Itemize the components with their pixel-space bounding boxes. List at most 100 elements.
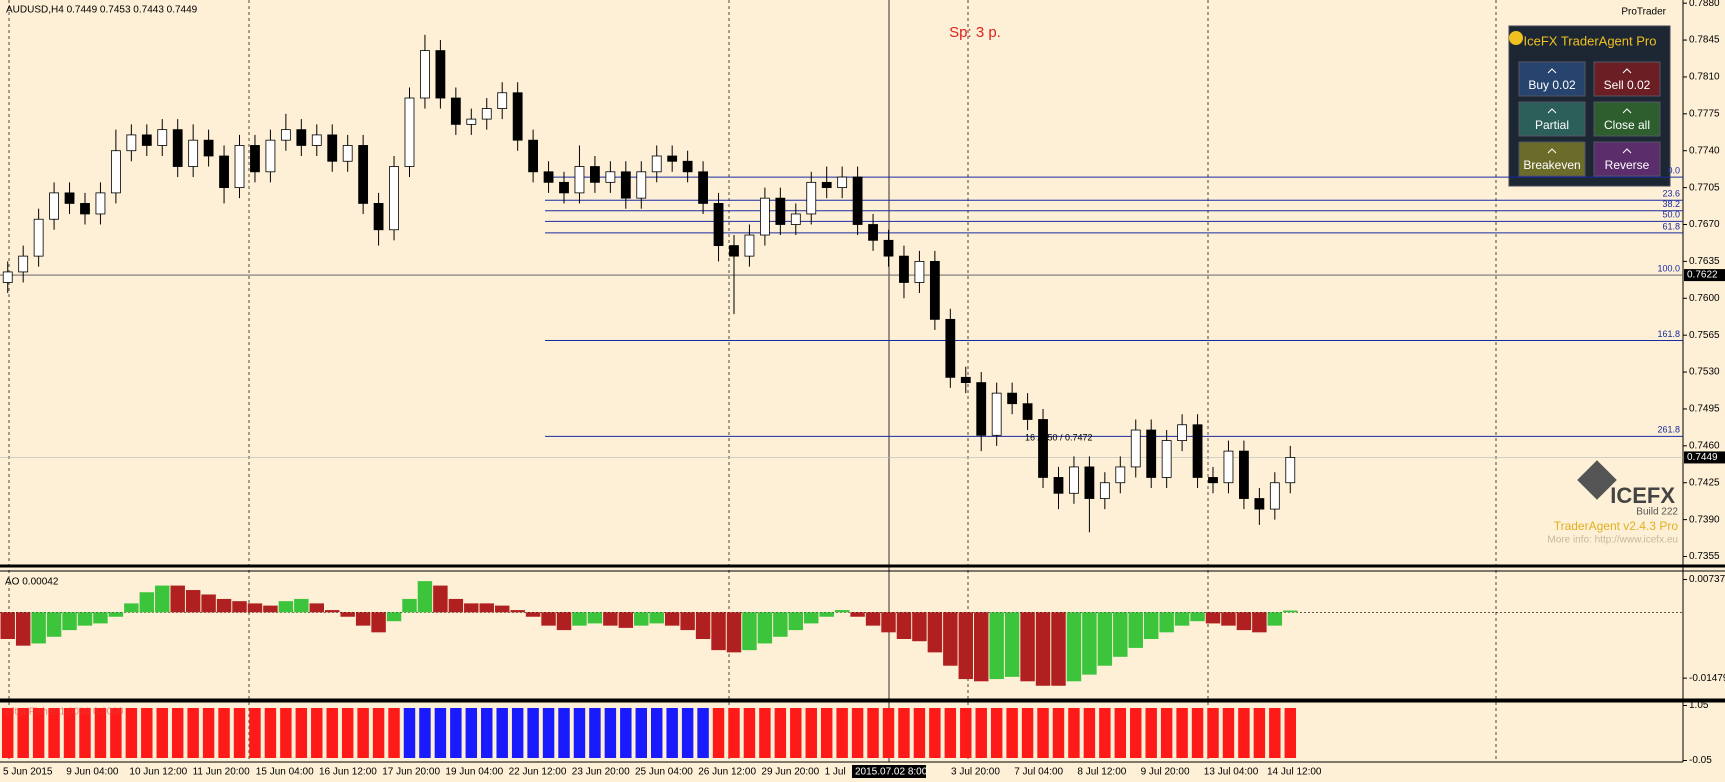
candle-body — [852, 176, 863, 225]
candle-body — [234, 145, 245, 189]
fisher-bar — [32, 708, 45, 758]
ao-bar — [247, 603, 263, 613]
ao-bar — [989, 612, 1004, 680]
candle-body — [141, 134, 152, 146]
fib-label: 261.8 — [1657, 425, 1680, 435]
y-tick-label: 0.7390 — [1689, 514, 1720, 525]
fisher-bar — [110, 708, 122, 758]
ao-bar — [881, 612, 896, 633]
button-bg — [1518, 101, 1586, 137]
fisher-bar — [1052, 708, 1065, 758]
candle-body — [265, 139, 276, 173]
ao-bar — [1190, 612, 1205, 622]
fisher-bar — [898, 708, 910, 758]
fisher-bar — [759, 708, 771, 758]
candle-body — [1285, 457, 1296, 484]
ao-bar — [1066, 612, 1082, 682]
ao-bar — [1159, 612, 1174, 633]
button-label: Buy 0.02 — [1528, 78, 1576, 92]
fisher-bar — [1099, 708, 1111, 758]
pro-trader: ProTrader — [1621, 7, 1666, 18]
ao-bar — [77, 612, 93, 626]
ao-bar — [139, 592, 155, 613]
fisher-bar — [790, 708, 802, 758]
agent-button[interactable]: Buy 0.02 — [1518, 61, 1586, 97]
fisher-bar — [604, 708, 617, 758]
fisher-bar — [1006, 708, 1018, 758]
button-icon — [1622, 148, 1632, 154]
candle-body — [713, 203, 724, 246]
x-tick-label: 29 Jun 20:00 — [761, 767, 819, 778]
ao-bar — [865, 612, 881, 626]
ao-bar — [1113, 612, 1128, 657]
ao-bar — [525, 612, 541, 617]
fisher-bar — [2, 708, 14, 758]
fisher-bar — [1114, 708, 1127, 758]
ao-bar — [958, 612, 973, 680]
ao-bar — [757, 612, 773, 644]
candle-body — [929, 260, 940, 320]
fisher-bar — [635, 708, 647, 758]
candle-body — [1146, 429, 1157, 478]
fisher-bar — [280, 708, 292, 758]
crosshair-label-bg — [852, 765, 926, 778]
candle-body — [528, 139, 539, 173]
fisher-bar — [187, 708, 199, 758]
ao-bar — [402, 598, 417, 613]
agent-button[interactable]: Close all — [1593, 101, 1661, 137]
agent-button[interactable]: Sell 0.02 — [1593, 61, 1661, 97]
candle-body — [1099, 482, 1110, 499]
agent-button[interactable]: Partial — [1518, 101, 1586, 137]
ao-bar — [819, 612, 834, 617]
crosshair-label: 2015.07.02 8:00 — [855, 767, 928, 778]
ao-bar — [850, 612, 865, 617]
fisher-bar — [960, 708, 972, 758]
ao-bar — [294, 598, 309, 613]
candle-body — [404, 97, 415, 167]
y-tick-label: 0.7845 — [1689, 35, 1720, 46]
fisher-bar — [1284, 708, 1296, 758]
ao-bar — [1051, 612, 1066, 686]
candle-body — [806, 181, 817, 215]
y-tick-label: 0.7565 — [1689, 330, 1720, 341]
x-tick-label: 9 Jun 04:00 — [66, 767, 119, 778]
ao-bar — [649, 612, 664, 624]
ao-bar — [634, 612, 649, 626]
x-tick-label: 5 Jun 2015 — [3, 767, 53, 778]
ao-bar — [788, 612, 804, 631]
candle-body — [157, 129, 168, 146]
ao-label: AO 0.00042 — [5, 577, 59, 588]
fisher-bar — [202, 708, 215, 758]
candle-body — [837, 176, 848, 189]
fisher-bar — [63, 708, 76, 758]
ao-bar — [711, 612, 726, 651]
ao-bar — [912, 612, 927, 642]
fisher-bar — [141, 708, 153, 758]
candle-body — [250, 145, 260, 173]
fisher-bar — [851, 708, 864, 758]
candle-body — [188, 139, 199, 167]
fisher-bar — [171, 708, 184, 758]
ao-bar — [742, 612, 757, 651]
ao-bar — [15, 612, 31, 646]
ao-bar — [232, 601, 247, 613]
panel-icon — [1509, 31, 1523, 45]
x-tick-label: 26 Jun 12:00 — [698, 767, 756, 778]
agent-button[interactable]: Reverse — [1593, 141, 1661, 177]
candle-body — [2, 271, 13, 283]
fib-label: 161.8 — [1657, 329, 1680, 339]
fisher-bar — [882, 708, 895, 758]
x-tick-label: 9 Jul 20:00 — [1141, 767, 1190, 778]
fisher-bar — [681, 708, 694, 758]
candle-body — [358, 145, 369, 204]
ao-bar — [62, 612, 77, 631]
candle-body — [466, 118, 477, 125]
ao-bar — [603, 612, 618, 626]
agent-button[interactable]: Breakeven — [1518, 141, 1586, 177]
ao-bar — [340, 612, 355, 617]
candle-body — [296, 129, 307, 146]
fisher-bar — [311, 708, 323, 758]
fisher-bar — [341, 708, 354, 758]
ao-bar — [695, 612, 711, 640]
candle-body — [1084, 466, 1095, 499]
